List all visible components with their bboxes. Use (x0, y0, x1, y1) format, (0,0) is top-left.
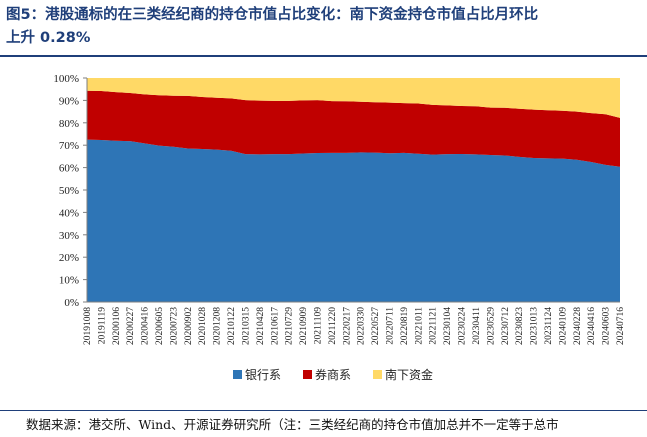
x-tick-label: 20240603 (602, 307, 612, 345)
x-tick-label: 20210122 (227, 307, 237, 345)
x-tick-label: 20221011 (414, 307, 424, 345)
y-tick-label: 50% (59, 185, 79, 197)
x-tick-label: 20210428 (256, 307, 266, 345)
x-tick-label: 20240416 (587, 307, 597, 345)
x-tick-label: 20230224 (458, 307, 468, 345)
figure-title: 图5：港股通标的在三类经纪商的持仓市值占比变化：南下资金持仓市值占比月环比 上升… (6, 4, 642, 50)
x-tick-label: 20211109 (313, 307, 323, 345)
figure-title-line-2: 上升 0.28% (6, 30, 91, 46)
x-tick-label: 20220819 (400, 307, 410, 345)
legend-swatch-2 (373, 370, 382, 379)
legend-swatch-0 (233, 370, 242, 379)
y-axis: 0% 10% 20% 30% 40% 50% 60% 70% 80% 90% 100% (53, 73, 88, 309)
x-tick-label: 20220527 (371, 307, 381, 345)
x-tick-label: 20200416 (141, 307, 151, 345)
x-tick-label: 20230104 (443, 307, 453, 345)
x-tick-label: 20240228 (573, 307, 583, 345)
source-divider (0, 410, 647, 411)
y-tick-label: 30% (59, 230, 79, 242)
x-tick-label: 20231124 (544, 307, 554, 345)
x-tick-label: 20200605 (155, 307, 165, 345)
x-tick-label: 20210729 (285, 307, 295, 345)
legend-label-2: 南下资金 (385, 367, 433, 382)
x-tick-label: 20231013 (530, 307, 540, 345)
x-tick-label: 20200902 (184, 307, 194, 345)
legend: 银行系 券商系 南下资金 (233, 367, 433, 382)
x-tick-label: 20230411 (472, 307, 482, 345)
x-tick-label: 20220330 (357, 307, 367, 345)
y-tick-label: 60% (59, 163, 79, 175)
y-tick-label: 90% (59, 95, 79, 107)
x-tick-label: 20210909 (299, 307, 309, 345)
series-areas (87, 78, 620, 302)
legend-swatch-1 (303, 370, 312, 379)
y-tick-label: 20% (59, 252, 79, 264)
y-tick-label: 80% (59, 118, 79, 130)
x-tick-label: 20240109 (558, 307, 568, 345)
x-tick-label: 20230529 (486, 307, 496, 345)
legend-label-1: 券商系 (315, 367, 351, 382)
x-tick-label: 20221121 (429, 307, 439, 345)
x-tick-label: 20220711 (386, 307, 396, 345)
x-tick-label: 20210617 (270, 307, 280, 345)
x-tick-label: 20240716 (616, 307, 626, 345)
area-series-1 (87, 90, 620, 167)
y-tick-label: 100% (53, 73, 79, 85)
x-tick-label: 20191119 (97, 307, 107, 345)
title-divider (0, 55, 647, 57)
x-tick-label: 20201028 (198, 307, 208, 345)
x-tick-label: 20211220 (328, 307, 338, 345)
y-tick-label: 70% (59, 140, 79, 152)
y-tick-label: 40% (59, 207, 79, 219)
x-tick-label: 20220217 (342, 307, 352, 345)
figure-title-line-1: 图5：港股通标的在三类经纪商的持仓市值占比变化：南下资金持仓市值占比月环比 (6, 7, 539, 23)
y-tick-label: 0% (64, 297, 79, 309)
x-tick-label: 20200723 (169, 307, 179, 345)
area-series-2 (87, 78, 620, 118)
area-series-0 (87, 139, 620, 302)
legend-label-0: 银行系 (245, 368, 281, 382)
x-tick-label: 20200227 (126, 307, 136, 345)
x-tick-label: 20201208 (213, 307, 223, 345)
x-tick-label: 20200106 (112, 307, 122, 345)
source-note: 数据来源：港交所、Wind、开源证券研究所（注：三类经纪商的持仓市值加总并不一定… (26, 417, 559, 432)
y-tick-label: 10% (59, 275, 79, 287)
x-tick-label: 20230712 (501, 307, 511, 345)
x-tick-label: 20210315 (241, 307, 251, 345)
x-tick-label: 20230823 (515, 307, 525, 345)
x-tick-label: 20191008 (83, 307, 93, 345)
x-axis: 20191008 20191119 20200106 20200227 20200416… (83, 301, 626, 345)
